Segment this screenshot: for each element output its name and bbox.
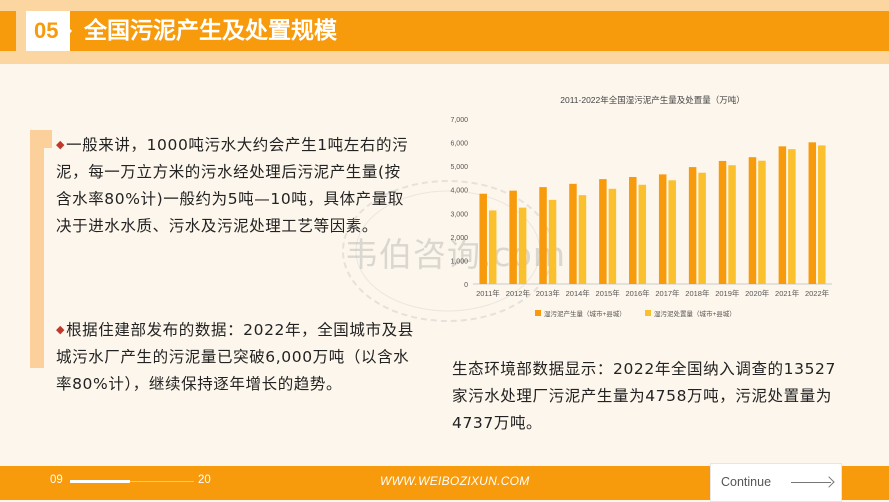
bar-sludge-disposed	[638, 184, 647, 284]
chart-canvas: 2011-2022年全国湿污泥产生量及处置量（万吨） 0 1,000 2,000 3,0…	[450, 95, 832, 318]
x-tick-label: 2017年	[655, 288, 680, 298]
arrow-right-icon	[791, 482, 831, 483]
bar-sludge-produced	[569, 183, 577, 284]
legend-swatch	[535, 310, 541, 316]
paragraph-ministry-data: 生态环境部数据显示：2022年全国纳入调查的13527家污水处理厂污泥产生量为4…	[452, 360, 836, 432]
section-number: 05	[34, 18, 59, 43]
bar-sludge-disposed	[488, 210, 497, 284]
x-tick-label: 2011年	[476, 288, 500, 298]
x-tick-label: 2020年	[745, 288, 770, 298]
page-total: 20	[198, 474, 211, 486]
bar-sludge-disposed	[788, 149, 796, 284]
y-tick-label: 0	[464, 282, 468, 289]
bar-sludge-disposed	[608, 188, 617, 284]
paragraph-sludge-ratio: ◆一般来讲，1000吨污水大约会产生1吨左右的污泥，每一万立方米的污水经处理后污…	[56, 131, 416, 240]
y-tick-label: 7,000	[450, 117, 468, 124]
bar-sludge-produced	[748, 157, 757, 284]
diamond-bullet-icon: ◆	[56, 138, 66, 151]
bar-sludge-disposed	[518, 207, 527, 284]
header-left-tab	[0, 11, 16, 51]
bar-sludge-disposed	[668, 180, 676, 284]
section-arrow-icon	[62, 20, 72, 42]
page-progress-fill	[70, 480, 130, 483]
y-tick-label: 5,000	[450, 164, 468, 171]
bar-sludge-produced	[509, 190, 517, 284]
x-tick-label: 2016年	[625, 288, 650, 298]
bar-sludge-disposed	[758, 160, 766, 284]
x-tick-label: 2012年	[506, 288, 531, 298]
bar-sludge-disposed	[698, 172, 706, 284]
y-tick-label: 6,000	[450, 141, 468, 148]
title-band	[26, 11, 889, 51]
paragraph-2022-data: ◆根据住建部发布的数据：2022年，全国城市及县城污水厂产生的污泥量已突破6,0…	[56, 316, 416, 398]
bar-sludge-disposed	[818, 145, 826, 284]
watermark-text: 韦伯咨询.com	[345, 235, 566, 274]
arrow-right-icon-head	[823, 476, 835, 488]
y-tick-label: 1,000	[450, 258, 468, 265]
bar-sludge-produced	[599, 179, 607, 284]
x-tick-label: 2019年	[715, 288, 740, 298]
bar-sludge-disposed	[578, 195, 587, 284]
y-tick-label: 4,000	[450, 188, 468, 195]
x-tick-label: 2015年	[596, 288, 621, 298]
x-tick-label: 2014年	[566, 288, 591, 298]
continue-button[interactable]: Continue	[710, 463, 842, 502]
bar-sludge-produced	[658, 174, 667, 284]
bar-sludge-produced	[688, 167, 697, 284]
bar-sludge-produced	[539, 187, 547, 284]
left-accent-bar	[30, 130, 44, 368]
bar-sludge-produced	[629, 176, 637, 284]
left-accent-notch	[44, 130, 52, 148]
y-tick-label: 2,000	[450, 235, 468, 242]
x-tick-label: 2018年	[685, 288, 710, 298]
page-title: 全国污泥产生及处置规模	[84, 18, 337, 44]
bar-sludge-disposed	[728, 165, 736, 284]
page-progress-track	[70, 481, 194, 482]
x-tick-label: 2013年	[536, 288, 561, 298]
page-current: 09	[50, 474, 63, 486]
paragraph-text: 根据住建部发布的数据：2022年，全国城市及县城污水厂产生的污泥量已突破6,00…	[56, 321, 414, 393]
x-tick-label: 2022年	[805, 288, 830, 298]
legend-label: 湿污泥产生量（城市+县城）	[544, 309, 626, 318]
bar-sludge-disposed	[548, 199, 557, 284]
legend-label: 湿污泥处置量（城市+县城）	[654, 309, 736, 318]
x-tick-label: 2021年	[775, 288, 800, 298]
website-link[interactable]: WWW.WEIBOZIXUN.COM	[380, 474, 530, 488]
chart-title: 2011-2022年全国湿污泥产生量及处置量（万吨）	[560, 95, 745, 105]
bar-sludge-produced	[479, 193, 487, 284]
sludge-bar-chart: 2011-2022年全国湿污泥产生量及处置量（万吨） 0 1,000 2,000 3,0…	[440, 88, 840, 330]
continue-label: Continue	[721, 475, 772, 489]
diamond-bullet-icon: ◆	[56, 323, 66, 336]
bar-sludge-produced	[778, 146, 787, 284]
legend-swatch	[645, 310, 651, 316]
bar-sludge-produced	[808, 142, 817, 284]
paragraph-text: 一般来讲，1000吨污水大约会产生1吨左右的污泥，每一万立方米的污水经处理后污泥…	[56, 136, 409, 235]
bar-sludge-produced	[718, 160, 727, 284]
y-tick-label: 3,000	[450, 211, 468, 218]
